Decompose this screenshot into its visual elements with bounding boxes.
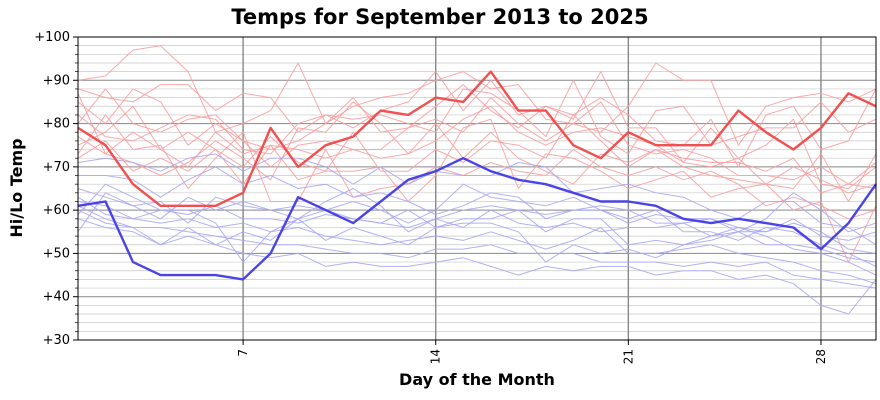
y-axis-label: Hi/Lo Temp [7,138,26,237]
background-high-series-line [77,71,877,189]
background-high-series-line [77,118,877,263]
ticks: +30 +40 +50 +60 +70 +80 +90 +100 7 14 21 28 [34,30,828,364]
plot-frame [77,36,877,341]
x-tick-label: 21 [621,349,635,364]
x-tick-label: 28 [814,349,828,364]
y-tick-label: +40 [43,290,70,305]
background-high-series-line [77,105,877,194]
background-high-series-line [77,88,877,185]
grid [78,36,876,341]
highlight-low-series-line [77,156,877,281]
background-low-series-line [77,153,877,246]
background-low-series-line [77,201,877,241]
background-low-series-line [77,196,877,285]
x-tick-label: 7 [236,349,250,357]
background-high-series-line [77,93,877,194]
y-tick-label: +100 [34,30,70,45]
background-low-series-line [77,188,877,263]
y-tick-label: +90 [43,73,70,88]
background-high-series-line [77,79,877,155]
series-group [77,45,877,315]
background-low-series-line [78,166,877,267]
background-low-series-line [77,218,877,315]
highlight-high-series-line [77,70,877,208]
background-low-series-line [77,183,877,254]
y-tick-label: +80 [43,117,70,132]
background-low-series-line [77,209,877,289]
background-high-series-line [77,45,877,146]
background-high-series-line [77,105,877,202]
x-tick-label: 14 [429,349,443,364]
y-tick-label: +60 [43,203,70,218]
y-tick-label: +70 [43,160,70,175]
background-high-series-line [77,71,877,168]
background-low-series-line [77,183,877,263]
x-axis-label: Day of the Month [399,370,555,389]
chart-title: Temps for September 2013 to 2025 [231,5,648,29]
y-tick-label: +50 [43,246,70,261]
y-tick-label: +30 [43,333,70,348]
